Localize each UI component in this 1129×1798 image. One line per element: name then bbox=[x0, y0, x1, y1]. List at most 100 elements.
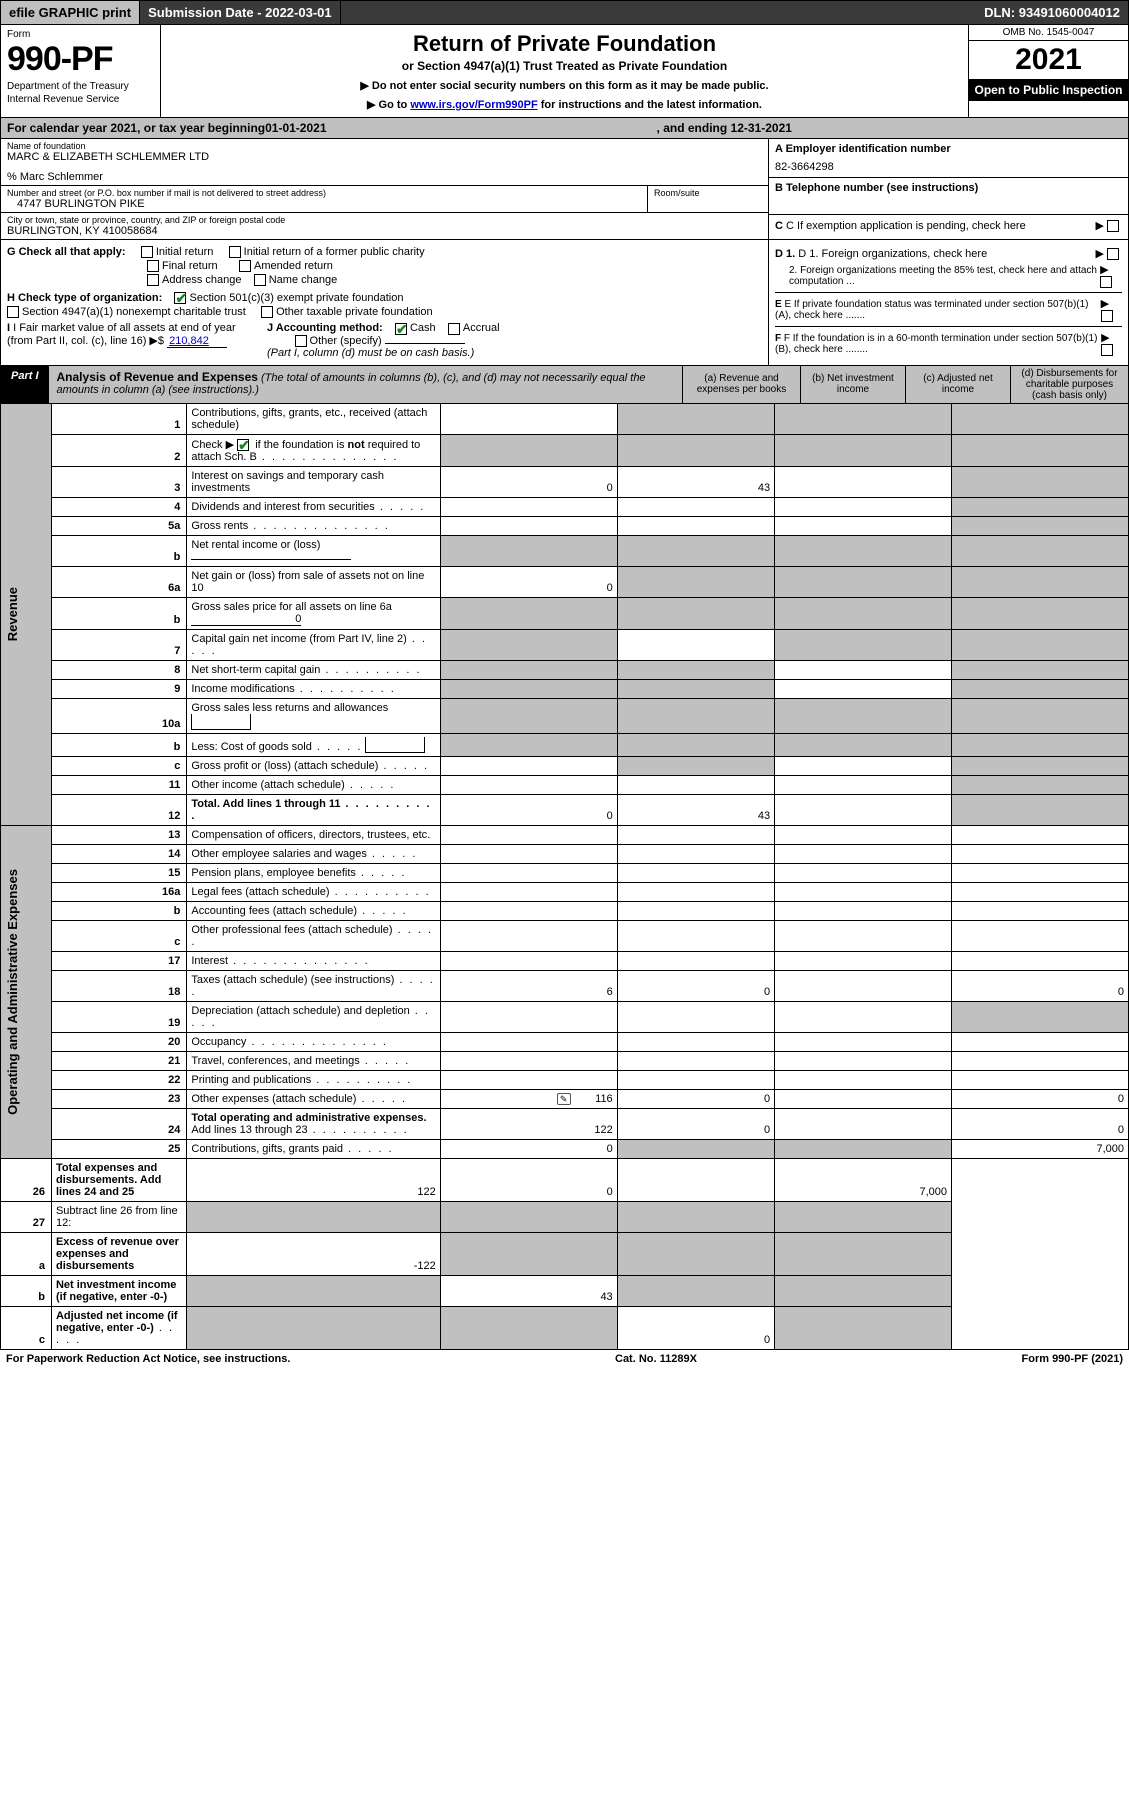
r2-checkbox[interactable] bbox=[237, 439, 249, 451]
row-4: 4 Dividends and interest from securities bbox=[1, 497, 1129, 516]
i-j-row: I I Fair market value of all assets at e… bbox=[7, 322, 762, 358]
note2-post: for instructions and the latest informat… bbox=[538, 99, 762, 111]
r5b-inline[interactable] bbox=[191, 559, 351, 560]
row-27: 27 Subtract line 26 from line 12: bbox=[1, 1201, 1129, 1232]
c-checkbox[interactable] bbox=[1107, 220, 1119, 232]
g-final-return[interactable] bbox=[147, 260, 159, 272]
g-initial-return[interactable] bbox=[141, 246, 153, 258]
row-24: 24 Total operating and administrative ex… bbox=[1, 1108, 1129, 1139]
r20-dots bbox=[246, 1036, 388, 1048]
r26-num: 26 bbox=[1, 1158, 52, 1201]
r12-b: 43 bbox=[617, 794, 774, 825]
r10a-num: 10a bbox=[51, 698, 186, 733]
form990pf-link[interactable]: www.irs.gov/Form990PF bbox=[410, 99, 537, 111]
r18-c bbox=[775, 970, 952, 1001]
r19-text: Depreciation (attach schedule) and deple… bbox=[191, 1005, 409, 1017]
form-title-block: Return of Private Foundation or Section … bbox=[161, 25, 968, 117]
foundation-name: MARC & ELIZABETH SCHLEMMER LTD bbox=[7, 151, 762, 163]
r27b-text: Net investment income (if negative, ente… bbox=[56, 1279, 176, 1303]
r6b-d bbox=[952, 597, 1129, 629]
r23-text: Other expenses (attach schedule) bbox=[191, 1093, 356, 1105]
check-right: D 1. D 1. Foreign organizations, check h… bbox=[768, 240, 1128, 365]
r1-d bbox=[952, 404, 1129, 435]
r25-dots bbox=[343, 1143, 394, 1155]
row-18: 18 Taxes (attach schedule) (see instruct… bbox=[1, 970, 1129, 1001]
r16b-desc: Accounting fees (attach schedule) bbox=[187, 901, 440, 920]
g-address-change[interactable] bbox=[147, 274, 159, 286]
e-checkbox[interactable] bbox=[1101, 310, 1113, 322]
r16b-a bbox=[440, 901, 617, 920]
row-27b: b Net investment income (if negative, en… bbox=[1, 1275, 1129, 1306]
r16c-text: Other professional fees (attach schedule… bbox=[191, 924, 392, 936]
r5b-d bbox=[952, 535, 1129, 566]
j-cash[interactable] bbox=[395, 323, 407, 335]
r14-a bbox=[440, 844, 617, 863]
submission-date-value: 2022-03-01 bbox=[265, 5, 332, 20]
h-4947[interactable] bbox=[7, 306, 19, 318]
calendar-year-row: For calendar year 2021, or tax year begi… bbox=[0, 118, 1129, 139]
r16c-a bbox=[440, 920, 617, 951]
g-amended-return[interactable] bbox=[239, 260, 251, 272]
r21-dots bbox=[360, 1055, 411, 1067]
r22-desc: Printing and publications bbox=[187, 1070, 440, 1089]
form-note-link: ▶ Go to www.irs.gov/Form990PF for instru… bbox=[171, 98, 958, 111]
r11-text: Other income (attach schedule) bbox=[191, 779, 344, 791]
row-12: 12 Total. Add lines 1 through 11 0 43 bbox=[1, 794, 1129, 825]
form-note-ssn: ▶ Do not enter social security numbers o… bbox=[171, 79, 958, 92]
r6b-inline[interactable]: 0 bbox=[191, 613, 301, 626]
r10b-desc: Less: Cost of goods sold bbox=[187, 733, 440, 756]
row-17: 17 Interest bbox=[1, 951, 1129, 970]
row-1: Revenue 1 Contributions, gifts, grants, … bbox=[1, 404, 1129, 435]
r11-desc: Other income (attach schedule) bbox=[187, 775, 440, 794]
efile-print-button[interactable]: efile GRAPHIC print bbox=[1, 1, 140, 24]
foundation-name-cell: Name of foundation MARC & ELIZABETH SCHL… bbox=[1, 139, 768, 186]
r5b-b bbox=[617, 535, 774, 566]
r7-c bbox=[775, 629, 952, 660]
g-initial-former[interactable] bbox=[229, 246, 241, 258]
r26-b: 0 bbox=[440, 1158, 617, 1201]
r3-d bbox=[952, 466, 1129, 497]
h-row2: Section 4947(a)(1) nonexempt charitable … bbox=[7, 306, 762, 318]
r10b-b bbox=[617, 733, 774, 756]
r2-not: not bbox=[348, 439, 365, 451]
r14-d bbox=[952, 844, 1129, 863]
col-c-header: (c) Adjusted net income bbox=[905, 366, 1010, 403]
r16a-d bbox=[952, 882, 1129, 901]
r8-d bbox=[952, 660, 1129, 679]
r27b-c bbox=[617, 1275, 774, 1306]
g-name-change[interactable] bbox=[254, 274, 266, 286]
telephone-cell: B Telephone number (see instructions) bbox=[769, 178, 1128, 215]
r4-text: Dividends and interest from securities bbox=[191, 501, 374, 513]
fmv-link[interactable]: 210,842 bbox=[167, 335, 227, 348]
r20-a bbox=[440, 1032, 617, 1051]
f-checkbox[interactable] bbox=[1101, 344, 1113, 356]
r27b-a bbox=[187, 1275, 440, 1306]
r14-desc: Other employee salaries and wages bbox=[187, 844, 440, 863]
r11-num: 11 bbox=[51, 775, 186, 794]
h-other-taxable[interactable] bbox=[261, 306, 273, 318]
r10a-box[interactable] bbox=[191, 714, 251, 730]
info-right: A Employer identification number 82-3664… bbox=[768, 139, 1128, 239]
row-2: 2 Check ▶ if the foundation is not requi… bbox=[1, 434, 1129, 466]
r16c-c bbox=[775, 920, 952, 951]
r24-desc: Total operating and administrative expen… bbox=[187, 1108, 440, 1139]
j-accrual[interactable] bbox=[448, 323, 460, 335]
r15-b bbox=[617, 863, 774, 882]
r26-d: 7,000 bbox=[775, 1158, 952, 1201]
h-501c3[interactable] bbox=[174, 292, 186, 304]
d2-checkbox[interactable] bbox=[1100, 276, 1112, 288]
r6b-c bbox=[775, 597, 952, 629]
r22-c bbox=[775, 1070, 952, 1089]
d1-checkbox[interactable] bbox=[1107, 248, 1119, 260]
r22-dots bbox=[311, 1074, 412, 1086]
j-other-specify[interactable] bbox=[385, 343, 465, 344]
r10b-box[interactable] bbox=[365, 737, 425, 753]
r3-desc: Interest on savings and temporary cash i… bbox=[187, 466, 440, 497]
r25-c bbox=[775, 1139, 952, 1158]
j-other-label: Other (specify) bbox=[310, 335, 382, 347]
attachment-icon[interactable]: ✎ bbox=[557, 1093, 571, 1105]
j-other[interactable] bbox=[295, 335, 307, 347]
row-16b: b Accounting fees (attach schedule) bbox=[1, 901, 1129, 920]
r6a-desc: Net gain or (loss) from sale of assets n… bbox=[187, 566, 440, 597]
r16c-num: c bbox=[51, 920, 186, 951]
